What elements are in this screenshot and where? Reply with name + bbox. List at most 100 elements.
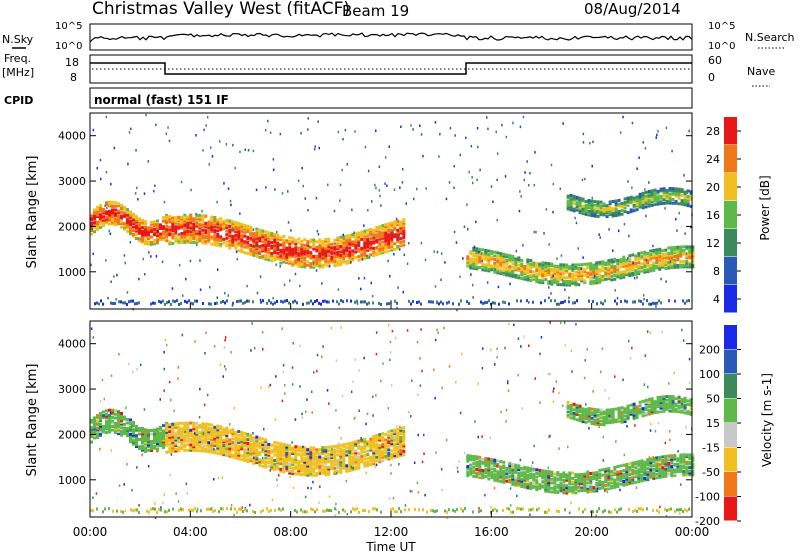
echo-cell	[264, 452, 268, 456]
echo-cell	[234, 237, 238, 241]
ground-cell	[98, 302, 100, 306]
echo-cell	[336, 446, 340, 450]
echo-cell	[674, 200, 678, 204]
echo-cell	[189, 430, 193, 434]
echo-cell	[306, 473, 310, 477]
echo-cell	[616, 485, 620, 489]
echo-cell	[593, 418, 597, 422]
noise-cell	[134, 192, 137, 195]
echo-cell	[604, 487, 608, 491]
echo-cell	[156, 219, 159, 223]
echo-cell	[291, 242, 295, 246]
echo-cell	[129, 438, 132, 442]
noise-cell	[384, 182, 386, 185]
echo-cell	[625, 481, 629, 485]
echo-cell	[276, 461, 280, 465]
echo-cell	[532, 270, 536, 274]
echo-cell	[186, 215, 190, 219]
echo-cell	[653, 203, 657, 207]
echo-cell	[315, 260, 319, 264]
echo-cell	[384, 237, 388, 241]
echo-cell	[309, 256, 313, 260]
echo-cell	[517, 478, 521, 482]
echo-cell	[593, 210, 597, 214]
noise-cell	[163, 200, 166, 204]
echo-cell	[493, 467, 497, 471]
echo-cell	[625, 258, 629, 262]
echo-cell	[342, 445, 346, 448]
echo-cell	[294, 246, 298, 250]
echo-cell	[529, 481, 533, 485]
echo-cell	[216, 430, 220, 434]
echo-cell	[252, 461, 256, 465]
echo-cell	[472, 471, 476, 475]
echo-cell	[637, 476, 641, 480]
echo-cell	[231, 442, 235, 446]
noise-cell	[247, 149, 250, 152]
echo-cell	[393, 235, 397, 239]
noise-cell	[436, 250, 439, 254]
echo-cell	[165, 239, 169, 243]
echo-cell	[640, 477, 644, 481]
ground-cell	[340, 299, 342, 303]
echo-cell	[550, 470, 554, 474]
echo-cell	[658, 468, 662, 472]
echo-cell	[683, 201, 687, 205]
echo-cell	[641, 191, 645, 195]
echo-cell	[279, 256, 283, 260]
echo-cell	[321, 250, 325, 254]
echo-cell	[547, 484, 551, 488]
noise-cell	[344, 128, 347, 132]
echo-cell	[342, 242, 346, 246]
echo-cell	[499, 270, 503, 274]
echo-cell	[159, 431, 162, 435]
echo-cell	[685, 263, 689, 267]
echo-cell	[282, 446, 286, 450]
echo-cell	[644, 200, 648, 203]
echo-cell	[270, 233, 274, 237]
echo-cell	[589, 484, 593, 488]
echo-cell	[294, 457, 298, 461]
echo-cell	[312, 470, 316, 474]
echo-cell	[96, 226, 99, 230]
noise-cell	[683, 174, 685, 177]
echo-cell	[375, 240, 379, 244]
echo-cell	[177, 223, 181, 227]
echo-cell	[351, 455, 355, 459]
echo-cell	[685, 466, 689, 470]
echo-cell	[553, 478, 557, 482]
noise-cell	[675, 218, 677, 221]
noise-cell	[526, 160, 528, 163]
echo-cell	[481, 476, 485, 480]
echo-cell	[144, 437, 147, 441]
echo-cell	[643, 466, 647, 469]
echo-cell	[93, 226, 96, 230]
ground-cell	[368, 301, 370, 305]
echo-cell	[566, 410, 570, 413]
echo-cell	[327, 250, 331, 254]
noise-cell	[105, 171, 108, 174]
echo-cell	[252, 460, 256, 464]
echo-cell	[324, 460, 328, 464]
echo-cell	[126, 217, 129, 221]
noise-cell	[393, 188, 396, 191]
echo-cell	[96, 206, 99, 210]
noise-cell	[206, 116, 209, 119]
echo-cell	[592, 279, 596, 283]
echo-cell	[620, 209, 624, 213]
echo-cell	[171, 234, 175, 238]
echo-cell	[375, 253, 379, 257]
echo-cell	[396, 438, 400, 442]
echo-cell	[661, 462, 665, 466]
echo-cell	[96, 419, 99, 423]
echo-cell	[165, 439, 169, 443]
echo-cell	[243, 439, 247, 443]
echo-cell	[676, 263, 680, 267]
echo-cell	[679, 455, 683, 459]
echo-cell	[90, 221, 93, 225]
echo-cell	[135, 426, 138, 430]
echo-cell	[243, 453, 247, 457]
echo-cell	[676, 457, 680, 461]
echo-cell	[225, 229, 229, 233]
echo-cell	[577, 263, 581, 267]
